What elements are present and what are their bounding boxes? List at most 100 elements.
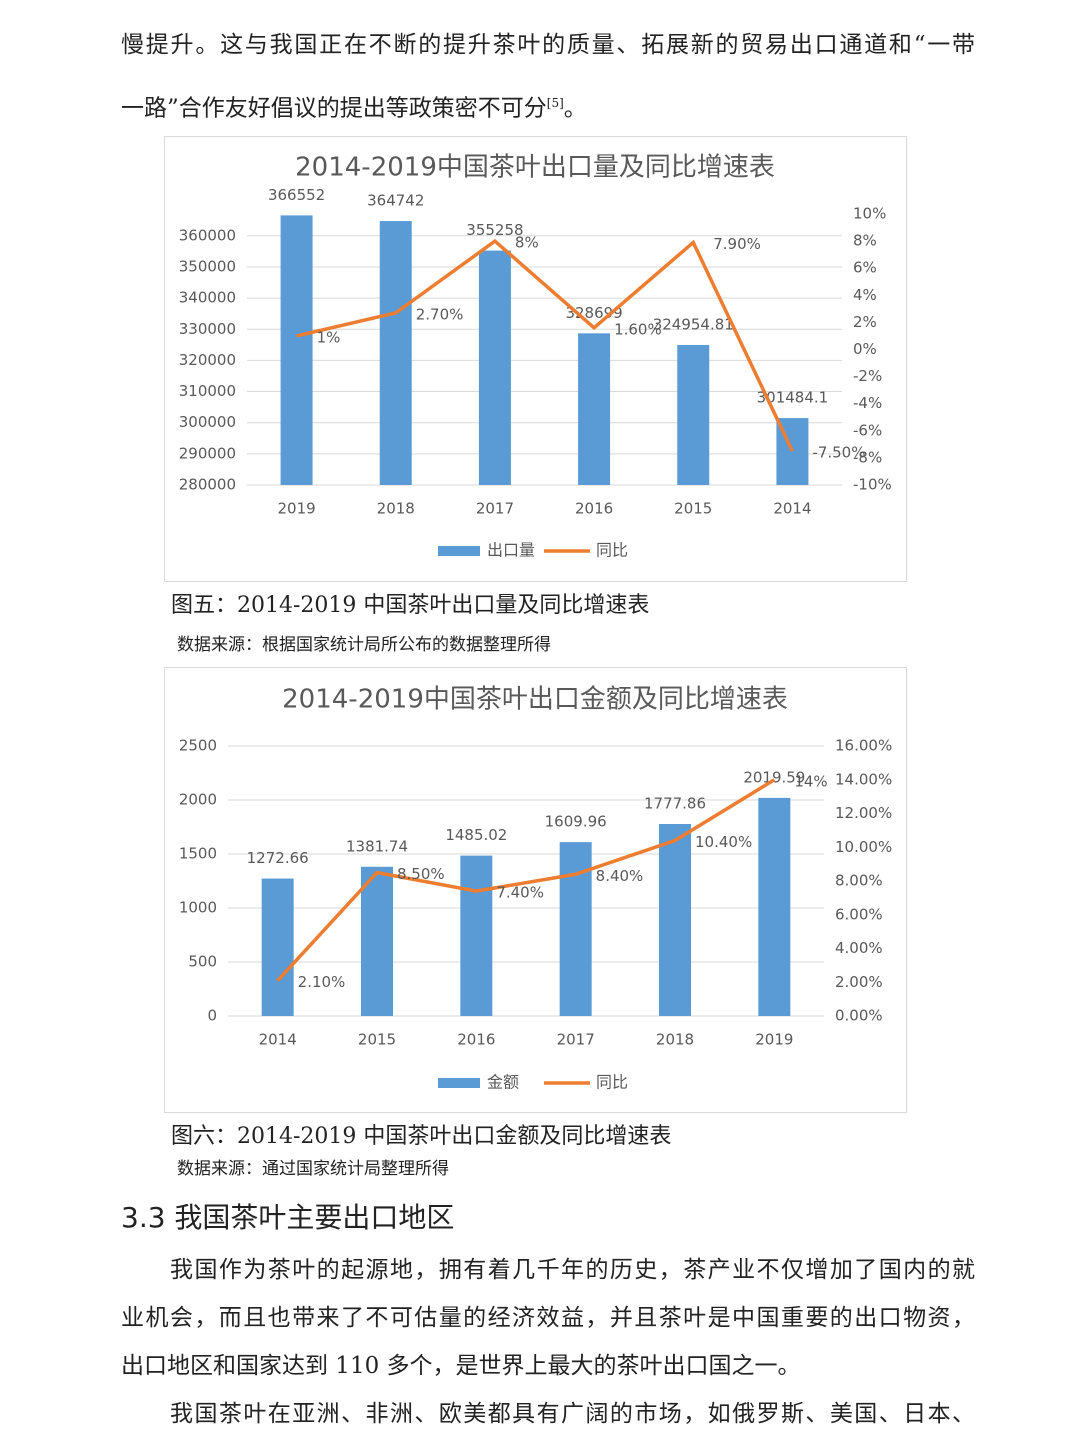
text-line: 业机会，而且也带来了不可估量的经济效益，并且茶叶是中国重要的出口物资，	[121, 1305, 975, 1331]
data-label: 7.90%	[713, 235, 761, 253]
y-tick-label: 300000	[179, 413, 236, 431]
data-label: 301484.1	[757, 389, 829, 407]
y2-tick-label: 4.00%	[835, 939, 883, 957]
chart-title: 2014-2019中国茶叶出口金额及同比增速表	[282, 685, 788, 715]
y-tick-label: 0	[207, 1007, 217, 1025]
data-label: 2.70%	[416, 305, 464, 323]
bar	[677, 344, 710, 485]
y2-tick-label: 2.00%	[835, 973, 883, 991]
y2-tick-label: -2%	[853, 367, 882, 385]
data-label: 14%	[794, 772, 827, 790]
legend-swatch	[438, 1078, 480, 1088]
line	[276, 778, 776, 982]
bar	[559, 842, 592, 1016]
data-label: 1.60%	[614, 320, 662, 338]
text: 。	[563, 95, 587, 122]
data-label: 324954.81	[653, 315, 734, 333]
y2-tick-label: 0%	[853, 340, 877, 358]
x-tick-label: 2017	[557, 1031, 595, 1049]
y-tick-label: 500	[188, 953, 217, 971]
data-label: 7.40%	[496, 884, 544, 902]
data-label: 366552	[268, 186, 325, 204]
caption: 图六：2014-2019 中国茶叶出口金额及同比增速表	[171, 1124, 672, 1149]
y-tick-label: 1500	[179, 845, 217, 863]
data-label: 1272.66	[247, 849, 309, 867]
legend-label: 同比	[596, 1073, 628, 1092]
x-tick-label: 2016	[575, 500, 613, 518]
x-tick-label: 2015	[358, 1031, 396, 1049]
data-label: 1609.96	[545, 813, 607, 831]
x-tick-label: 2019	[755, 1031, 793, 1049]
y-tick-label: 2500	[179, 737, 217, 755]
x-tick-label: 2014	[773, 500, 811, 518]
y-tick-label: 330000	[179, 320, 236, 338]
text-line: 我国作为茶叶的起源地，拥有着几千年的历史，茶产业不仅增加了国内的就	[170, 1257, 975, 1283]
caption: 图五：2014-2019 中国茶叶出口量及同比增速表	[171, 593, 650, 618]
y2-tick-label: -6%	[853, 421, 882, 439]
legend-label: 出口量	[487, 541, 535, 560]
data-label: 1%	[317, 328, 341, 346]
data-label: 1381.74	[346, 837, 408, 855]
text-line: 一路”合作友好倡议的提出等政策密不可分[5]。	[121, 88, 587, 124]
text-line: 出口地区和国家达到 110 多个，是世界上最大的茶叶出口国之一。	[121, 1353, 801, 1379]
y2-tick-label: -4%	[853, 394, 882, 412]
bar	[280, 215, 313, 485]
x-tick-label: 2019	[277, 500, 315, 518]
x-tick-label: 2016	[457, 1031, 495, 1049]
y2-tick-label: 16.00%	[835, 737, 892, 755]
text-line: 慢提升。这与我国正在不断的提升茶叶的质量、拓展新的贸易出口通道和“一带	[121, 32, 975, 58]
data-label: 2.10%	[298, 973, 346, 991]
y2-tick-label: 4%	[853, 286, 877, 304]
y2-tick-label: 12.00%	[835, 804, 892, 822]
y2-tick-label: 8.00%	[835, 872, 883, 890]
x-tick-label: 2014	[259, 1031, 297, 1049]
bar	[659, 823, 691, 1016]
source: 数据来源：通过国家统计局整理所得	[177, 1159, 449, 1179]
data-label: 1485.02	[445, 826, 507, 844]
data-label: -7.50%	[812, 444, 865, 462]
y2-tick-label: 10%	[853, 205, 886, 223]
y2-tick-label: 8%	[853, 232, 877, 250]
data-label: 355258	[466, 221, 523, 239]
data-label: 8%	[515, 234, 539, 252]
x-tick-label: 2015	[674, 500, 712, 518]
data-label: 1777.86	[644, 794, 706, 812]
heading: 3.3 我国茶叶主要出口地区	[121, 1201, 455, 1234]
y2-tick-label: 6%	[853, 259, 877, 277]
y2-tick-label: 10.00%	[835, 838, 892, 856]
bar	[379, 221, 412, 485]
y-tick-label: 1000	[179, 899, 217, 917]
x-tick-label: 2018	[377, 500, 415, 518]
line	[296, 238, 794, 452]
citation: [5]	[546, 96, 564, 110]
data-label: 364742	[367, 192, 424, 210]
y-tick-label: 340000	[179, 289, 236, 307]
data-label: 2019.59	[743, 768, 805, 786]
y-tick-label: 320000	[179, 351, 236, 369]
data-label: 10.40%	[695, 833, 752, 851]
y2-tick-label: 6.00%	[835, 905, 883, 923]
data-label: 8.50%	[397, 865, 445, 883]
y2-tick-label: -8%	[853, 448, 882, 466]
y-tick-label: 290000	[179, 444, 236, 462]
legend-label: 同比	[596, 541, 628, 560]
chart-title: 2014-2019中国茶叶出口量及同比增速表	[295, 153, 775, 183]
bar	[758, 797, 791, 1016]
bar	[478, 250, 511, 485]
legend-swatch	[438, 546, 480, 556]
data-label: 8.40%	[596, 867, 644, 885]
y-tick-label: 360000	[179, 226, 236, 244]
y2-tick-label: 0.00%	[835, 1007, 883, 1025]
y2-tick-label: -10%	[853, 476, 892, 494]
y-tick-label: 310000	[179, 382, 236, 400]
legend-label: 金额	[487, 1073, 519, 1092]
y-tick-label: 280000	[179, 476, 236, 494]
y2-tick-label: 2%	[853, 313, 877, 331]
bar	[361, 866, 393, 1016]
x-tick-label: 2017	[476, 500, 514, 518]
bar	[460, 855, 493, 1016]
bar	[261, 878, 294, 1016]
y-tick-label: 2000	[179, 791, 217, 809]
